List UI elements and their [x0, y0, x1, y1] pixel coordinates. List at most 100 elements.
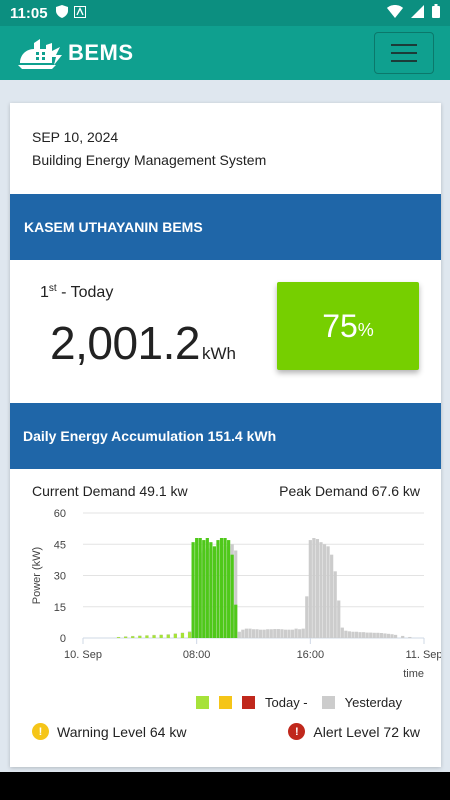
- today-bar: [166, 634, 170, 638]
- yesterday-bar: [237, 631, 241, 638]
- yesterday-bar: [315, 539, 320, 638]
- y-tick-label: 60: [54, 508, 66, 520]
- yesterday-bar: [340, 627, 344, 638]
- yesterday-bar: [255, 629, 259, 638]
- today-bar: [180, 633, 185, 638]
- bems-logo-icon[interactable]: [16, 35, 62, 71]
- today-bar: [219, 538, 224, 638]
- yesterday-bar: [298, 629, 302, 638]
- energy-card: SEP 10, 2024 Building Energy Management …: [10, 103, 441, 767]
- report-date: SEP 10, 2024: [32, 129, 119, 145]
- yesterday-bar: [262, 629, 266, 638]
- yesterday-bar: [372, 632, 376, 638]
- yesterday-bar: [365, 632, 369, 638]
- alert-level: ! Alert Level 72 kw: [288, 723, 420, 740]
- y-tick-label: 15: [54, 602, 66, 614]
- today-bar: [205, 538, 209, 638]
- today-bar: [131, 636, 135, 638]
- brand-title: BEMS: [68, 40, 134, 65]
- percent-sign: %: [357, 319, 374, 340]
- yesterday-bar: [276, 629, 280, 638]
- system-subtitle: Building Energy Management System: [32, 152, 267, 168]
- yesterday-bar: [308, 540, 312, 638]
- x-axis-title: time: [403, 668, 424, 680]
- battery-icon: [432, 4, 440, 22]
- system-nav-bar: [0, 772, 450, 800]
- hamburger-icon-line: [391, 52, 417, 54]
- today-bar: [195, 538, 199, 638]
- status-bar: 11:05: [0, 0, 450, 26]
- yesterday-bar: [259, 629, 263, 638]
- yesterday-bar: [326, 546, 330, 638]
- rank-text: - Today: [56, 284, 114, 301]
- yesterday-bar: [383, 633, 387, 638]
- yesterday-bar: [266, 629, 270, 638]
- today-bar: [173, 633, 177, 638]
- today-bar: [159, 634, 163, 638]
- today-bar: [234, 604, 238, 638]
- rank-suffix: st: [48, 283, 57, 294]
- legend-swatch-gray[interactable]: [321, 696, 335, 709]
- yesterday-bar: [386, 633, 391, 638]
- today-bar: [212, 546, 217, 638]
- yesterday-bar: [376, 632, 380, 638]
- legend-swatch-green[interactable]: [196, 696, 209, 709]
- today-bar: [223, 538, 227, 638]
- warning-icon: !: [32, 723, 49, 740]
- percent-value: 75: [322, 307, 358, 344]
- today-bar: [227, 540, 231, 638]
- yesterday-bar: [312, 538, 316, 638]
- yesterday-bar: [333, 571, 337, 638]
- yesterday-bar: [390, 634, 394, 638]
- today-bar: [230, 554, 234, 638]
- yesterday-bar: [337, 600, 341, 638]
- energy-unit: kWh: [201, 344, 236, 363]
- status-time: 11:05: [10, 4, 48, 22]
- hamburger-icon-line: [391, 60, 417, 62]
- legend-yesterday: Yesterday: [344, 695, 402, 710]
- yesterday-bar: [322, 544, 327, 638]
- today-bar: [138, 635, 142, 638]
- building-name-band: KASEM UTHAYANIN BEMS: [10, 194, 441, 260]
- x-tick-label: 11. Sep: [405, 649, 441, 661]
- alert-icon: !: [288, 723, 306, 740]
- rank-label: 1st - Today: [40, 283, 113, 302]
- app-notification-icon: [73, 5, 86, 21]
- yesterday-bar: [244, 628, 248, 638]
- yesterday-bar: [354, 631, 359, 638]
- accumulation-label: Daily Energy Accumulation 151.4 kWh: [23, 428, 277, 444]
- y-tick-label: 45: [54, 539, 66, 551]
- yesterday-bar: [273, 629, 277, 638]
- today-bar: [202, 540, 206, 638]
- yesterday-bar: [347, 631, 352, 638]
- today-bar: [124, 636, 128, 638]
- yesterday-bar: [362, 632, 366, 638]
- yesterday-bar: [358, 632, 362, 638]
- yesterday-bar: [401, 635, 405, 638]
- current-demand: Current Demand 49.1 kw: [32, 483, 188, 499]
- yesterday-bar: [280, 629, 284, 638]
- percent-badge[interactable]: 75%: [277, 282, 419, 370]
- yesterday-bar: [379, 633, 383, 638]
- legend-swatch-yellow[interactable]: [219, 696, 232, 709]
- menu-button[interactable]: [374, 32, 434, 74]
- chart-legend: Today - Yesterday: [196, 695, 416, 710]
- yesterday-bar: [290, 629, 295, 638]
- today-bar: [191, 542, 195, 638]
- power-chart[interactable]: 0 15 30 45 60 10. Sep 08:00 16:00 11. Sep Power (…: [10, 501, 441, 686]
- energy-total: 2,001.2 kWh: [50, 316, 236, 370]
- hamburger-icon-line: [391, 44, 417, 46]
- yesterday-bar: [234, 550, 238, 638]
- legend-swatch-red[interactable]: [242, 696, 255, 709]
- yesterday-bar: [269, 629, 273, 638]
- today-bar: [216, 540, 220, 638]
- x-tick-label: 10. Sep: [64, 649, 102, 661]
- today-bar: [198, 538, 202, 638]
- yesterday-bar: [241, 629, 245, 638]
- today-bar: [187, 632, 192, 638]
- accumulation-band: Daily Energy Accumulation 151.4 kWh: [10, 403, 441, 469]
- yesterday-bar: [330, 554, 334, 638]
- yesterday-bar: [301, 628, 305, 638]
- alert-label: Alert Level 72 kw: [313, 723, 420, 740]
- yesterday-bar: [294, 628, 298, 638]
